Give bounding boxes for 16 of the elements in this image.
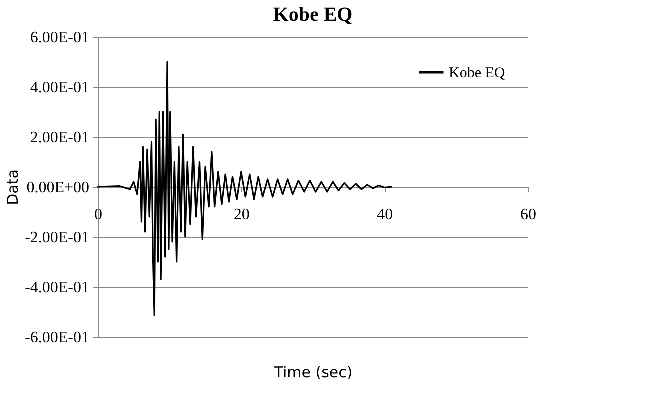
x-axis-title: Time (sec) xyxy=(273,364,353,382)
legend-label: Kobe EQ xyxy=(449,66,506,82)
chart-title: Kobe EQ xyxy=(273,4,353,26)
y-tick-label: 0.00E+00 xyxy=(26,180,90,196)
y-tick-label: 6.00E-01 xyxy=(30,30,90,46)
y-tick-label: -6.00E-01 xyxy=(25,330,90,346)
x-tick-label: 20 xyxy=(234,206,250,224)
y-tick-label: -2.00E-01 xyxy=(25,230,90,246)
y-tick-label: -4.00E-01 xyxy=(25,280,90,296)
x-tick-label: 40 xyxy=(377,206,394,224)
x-tick-label: 0 xyxy=(94,206,102,224)
y-axis-title: Data xyxy=(4,170,22,206)
x-tick-label: 60 xyxy=(520,206,536,224)
y-tick-label: 4.00E-01 xyxy=(30,80,90,96)
line-series xyxy=(97,61,393,317)
y-tick-label: 2.00E-01 xyxy=(30,130,90,146)
